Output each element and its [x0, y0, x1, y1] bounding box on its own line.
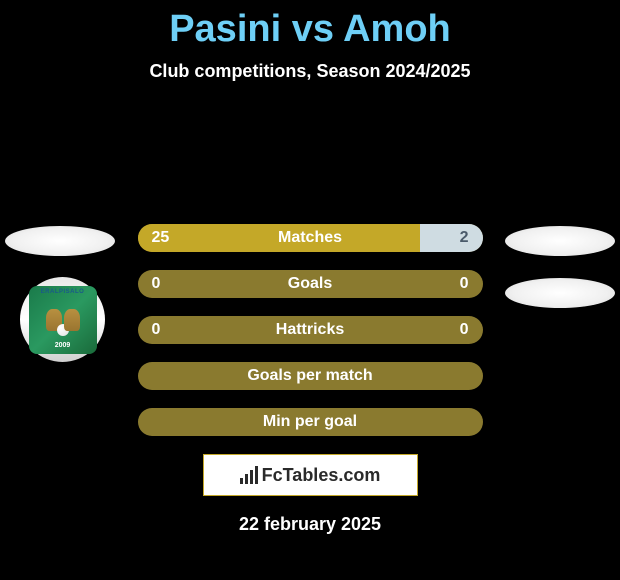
stat-label-goals-per-match: Goals per match	[247, 367, 372, 385]
stat-value-left-hattricks: 0	[152, 321, 161, 339]
badge-club-name: ERALPISALO	[41, 289, 85, 295]
stat-value-right-goals: 0	[460, 275, 469, 293]
club-badge: ERALPISALO 2009	[20, 277, 105, 362]
season-subtitle: Club competitions, Season 2024/2025	[0, 61, 620, 102]
badge-animal-right	[64, 309, 80, 331]
badge-outer-circle: ERALPISALO 2009	[20, 277, 105, 362]
stat-label-matches: Matches	[278, 229, 342, 247]
date-text: 22 february 2025	[138, 514, 483, 535]
stat-label-goals: Goals	[288, 275, 332, 293]
stat-value-right-matches: 2	[460, 229, 469, 247]
comparison-title: Pasini vs Amoh	[0, 0, 620, 61]
badge-animals	[46, 309, 80, 331]
stats-container: 25 Matches 2 0 Goals 0 0 Hattricks 0 Goa…	[138, 102, 483, 535]
stat-label-min-per-goal: Min per goal	[263, 413, 357, 431]
stat-value-left-goals: 0	[152, 275, 161, 293]
decorative-oval-right-2	[505, 278, 615, 308]
stat-label-hattricks: Hattricks	[276, 321, 344, 339]
badge-shield: ERALPISALO 2009	[29, 286, 97, 354]
stat-row-goals: 0 Goals 0	[138, 270, 483, 298]
decorative-oval-left-1	[5, 226, 115, 256]
stat-row-hattricks: 0 Hattricks 0	[138, 316, 483, 344]
badge-year: 2009	[55, 342, 71, 349]
fctables-branding[interactable]: FcTables.com	[203, 454, 418, 496]
fctables-text: FcTables.com	[262, 465, 381, 486]
stat-row-matches: 25 Matches 2	[138, 224, 483, 252]
stat-row-goals-per-match: Goals per match	[138, 362, 483, 390]
stat-value-right-hattricks: 0	[460, 321, 469, 339]
stat-value-left-matches: 25	[152, 229, 170, 247]
stat-row-min-per-goal: Min per goal	[138, 408, 483, 436]
stat-fill-right-matches: 2	[420, 224, 482, 252]
decorative-oval-right-1	[505, 226, 615, 256]
content-area: ERALPISALO 2009 25 Matches 2 0 Goals	[0, 102, 620, 535]
bar-chart-icon	[240, 466, 258, 484]
